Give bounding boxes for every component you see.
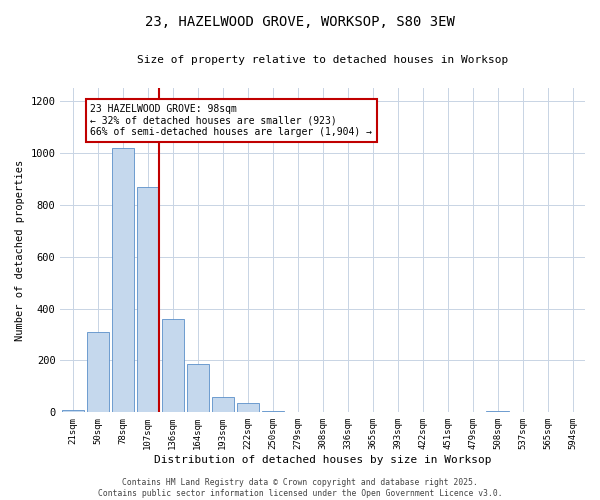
Text: 23, HAZELWOOD GROVE, WORKSOP, S80 3EW: 23, HAZELWOOD GROVE, WORKSOP, S80 3EW (145, 15, 455, 29)
Bar (236, 404, 259, 412)
Y-axis label: Number of detached properties: Number of detached properties (15, 160, 25, 341)
Bar (86, 332, 109, 412)
Text: Contains HM Land Registry data © Crown copyright and database right 2025.
Contai: Contains HM Land Registry data © Crown c… (98, 478, 502, 498)
Text: 23 HAZELWOOD GROVE: 98sqm
← 32% of detached houses are smaller (923)
66% of semi: 23 HAZELWOOD GROVE: 98sqm ← 32% of detac… (91, 104, 373, 137)
Bar (212, 397, 234, 412)
Bar (62, 410, 84, 412)
X-axis label: Distribution of detached houses by size in Worksop: Distribution of detached houses by size … (154, 455, 491, 465)
Bar (187, 364, 209, 412)
Title: Size of property relative to detached houses in Worksop: Size of property relative to detached ho… (137, 55, 508, 65)
Bar (487, 411, 509, 412)
Bar (262, 411, 284, 412)
Bar (137, 186, 159, 412)
Bar (161, 319, 184, 412)
Bar (112, 148, 134, 412)
